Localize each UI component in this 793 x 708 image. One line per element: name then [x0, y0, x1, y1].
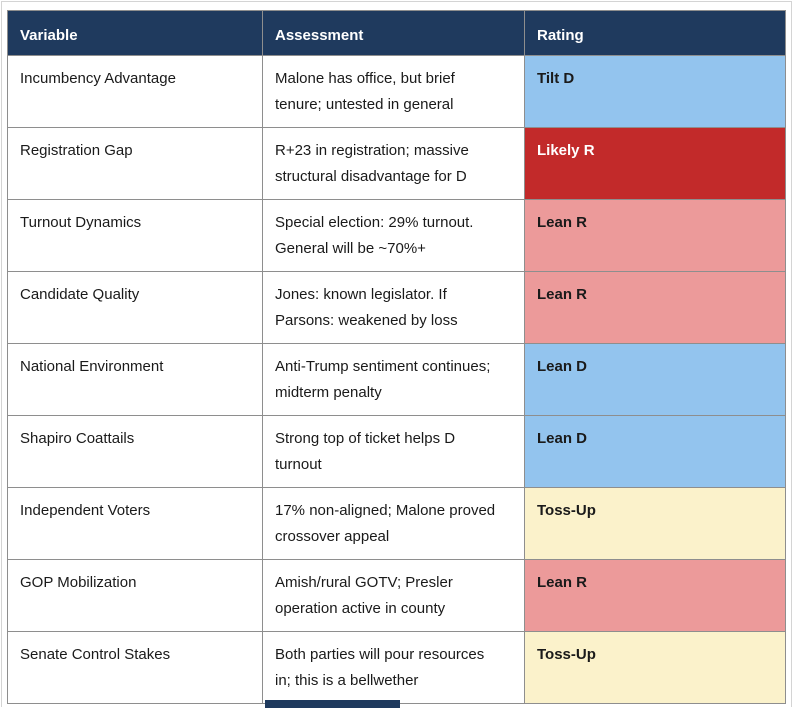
assessment-cell: Anti-Trump sentiment continues; midterm … — [262, 343, 525, 416]
header-row: Variable Assessment Rating — [7, 10, 786, 56]
column-header-variable: Variable — [7, 10, 263, 56]
assessment-cell: Malone has office, but brief tenure; unt… — [262, 55, 525, 128]
assessment-cell: Jones: known legislator. If Parsons: wea… — [262, 271, 525, 344]
variable-cell: Candidate Quality — [7, 271, 263, 344]
assessment-cell: 17% non-aligned; Malone proved crossover… — [262, 487, 525, 560]
variable-cell: Registration Gap — [7, 127, 263, 200]
table-row: Registration Gap R+23 in registration; ma… — [7, 127, 786, 200]
variable-cell: Shapiro Coattails — [7, 415, 263, 488]
column-header-assessment: Assessment — [262, 10, 525, 56]
assessment-cell: R+23 in registration; massive structural… — [262, 127, 525, 200]
variable-cell: GOP Mobilization — [7, 559, 263, 632]
variable-cell: Incumbency Advantage — [7, 55, 263, 128]
rating-cell: Lean D — [524, 415, 786, 488]
rating-cell: Lean R — [524, 199, 786, 272]
table-row: Candidate Quality Jones: known legislator… — [7, 271, 786, 344]
assessment-cell: Strong top of ticket helps D turnout — [262, 415, 525, 488]
table-row: GOP Mobilization Amish/rural GOTV; Presle… — [7, 559, 786, 632]
rating-cell: Toss-Up — [524, 487, 786, 560]
rating-cell: Toss-Up — [524, 631, 786, 704]
rating-cell: Lean R — [524, 271, 786, 344]
table-row: Turnout Dynamics Special election: 29% tu… — [7, 199, 786, 272]
variable-cell: Turnout Dynamics — [7, 199, 263, 272]
table-row: Independent Voters 17% non-aligned; Malon… — [7, 487, 786, 560]
variable-cell: Senate Control Stakes — [7, 631, 263, 704]
table-row: Shapiro Coattails Strong top of ticket he… — [7, 415, 786, 488]
rating-cell: Likely R — [524, 127, 786, 200]
variable-cell: National Environment — [7, 343, 263, 416]
ratings-table: Variable Assessment Rating Incumbency Ad… — [7, 10, 786, 704]
rating-cell: Lean D — [524, 343, 786, 416]
column-header-rating: Rating — [524, 10, 786, 56]
assessment-cell: Both parties will pour resources in; thi… — [262, 631, 525, 704]
rating-cell: Tilt D — [524, 55, 786, 128]
assessment-cell: Special election: 29% turnout. General w… — [262, 199, 525, 272]
next-table-header-sliver — [265, 700, 400, 708]
table-row: Incumbency Advantage Malone has office, b… — [7, 55, 786, 128]
table-row: National Environment Anti-Trump sentiment… — [7, 343, 786, 416]
variable-cell: Independent Voters — [7, 487, 263, 560]
assessment-cell: Amish/rural GOTV; Presler operation acti… — [262, 559, 525, 632]
table-row: Senate Control Stakes Both parties will p… — [7, 631, 786, 704]
rating-cell: Lean R — [524, 559, 786, 632]
